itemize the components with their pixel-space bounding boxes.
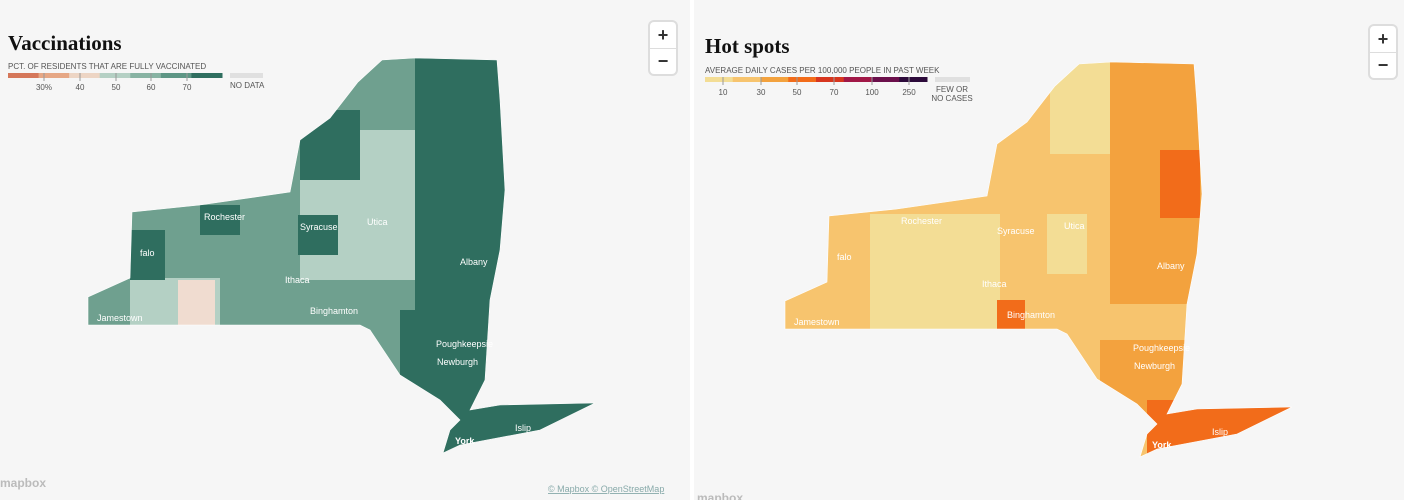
place-label: Islip	[515, 423, 531, 433]
zoom-out[interactable]: −	[1370, 52, 1396, 78]
place-label: Newburgh	[1134, 361, 1175, 371]
legend-swatch	[760, 77, 789, 82]
legend-tick-label: 250	[902, 88, 916, 97]
place-label: Jamestown	[794, 317, 840, 327]
place-label: falo	[837, 252, 852, 262]
legend-tick-label: 70	[830, 88, 839, 97]
place-label: Utica	[367, 217, 388, 227]
place-label: York	[1152, 440, 1172, 450]
legend-swatch	[8, 73, 40, 78]
place-label: Ithaca	[982, 279, 1007, 289]
place-label: Rochester	[204, 212, 245, 222]
legend-swatch	[191, 73, 223, 78]
legend-scale: 30% 40 50 60 70	[8, 73, 223, 92]
place-label: Binghamton	[310, 306, 358, 316]
place-label: Syracuse	[997, 226, 1035, 236]
no-data-swatch	[935, 77, 970, 82]
place-label: Islip	[1212, 427, 1228, 437]
legend-label: PCT. OF RESIDENTS THAT ARE FULLY VACCINA…	[8, 62, 206, 71]
panel-title: Hot spots	[705, 34, 790, 58]
no-data-label: FEW OR	[936, 85, 968, 94]
legend-swatch	[899, 77, 928, 82]
map-logo: mapbox	[697, 491, 743, 500]
place-label: Albany	[460, 257, 488, 267]
legend-tick-label: 60	[147, 83, 156, 92]
legend-label: AVERAGE DAILY CASES PER 100,000 PEOPLE I…	[705, 66, 940, 75]
place-label: Ithaca	[285, 275, 310, 285]
no-data-swatch	[230, 73, 263, 78]
place-label: Binghamton	[1007, 310, 1055, 320]
legend-tick-label: 40	[76, 83, 85, 92]
panel-title: Vaccinations	[8, 31, 122, 55]
place-label: York	[455, 436, 475, 446]
legend-tick-label: 70	[183, 83, 192, 92]
place-label: Syracuse	[300, 222, 338, 232]
legend-swatch	[38, 73, 70, 78]
place-label: Utica	[1064, 221, 1085, 231]
zoom-control: + −	[1370, 26, 1396, 78]
legend-swatch	[871, 77, 900, 82]
legend-swatch	[160, 73, 192, 78]
legend-swatch	[816, 77, 845, 82]
legend-tick-label: 30	[757, 88, 766, 97]
place-label: Poughkeepsie	[436, 339, 493, 349]
legend-tick-label: 10	[719, 88, 728, 97]
attribution: © Mapbox © OpenStreetMap	[548, 484, 664, 494]
legend-scale: 10 30 50 70 100 250	[705, 77, 928, 97]
map-logo: mapbox	[0, 476, 46, 490]
legend-tick-label: 50	[112, 83, 121, 92]
legend-swatch	[843, 77, 872, 82]
zoom-in[interactable]: +	[1370, 26, 1396, 52]
legend-tick-label: 30%	[36, 83, 52, 92]
legend-swatch	[69, 73, 101, 78]
legend-tick-label: 50	[793, 88, 802, 97]
legend-swatch	[99, 73, 131, 78]
zoom-out[interactable]: −	[650, 48, 676, 74]
place-label: Rochester	[901, 216, 942, 226]
zoom-control: + −	[650, 22, 676, 74]
place-label: falo	[140, 248, 155, 258]
place-label: Newburgh	[437, 357, 478, 367]
legend-swatch	[732, 77, 761, 82]
legend-tick-label: 100	[865, 88, 879, 97]
legend-swatch	[788, 77, 817, 82]
no-data-label: NO DATA	[230, 81, 265, 90]
place-label: Jamestown	[97, 313, 143, 323]
legend-swatch	[705, 77, 734, 82]
place-label: Albany	[1157, 261, 1185, 271]
zoom-in[interactable]: +	[650, 22, 676, 48]
place-label: Poughkeepsie	[1133, 343, 1190, 353]
legend-swatch	[130, 73, 162, 78]
no-data-label: NO CASES	[931, 94, 972, 103]
